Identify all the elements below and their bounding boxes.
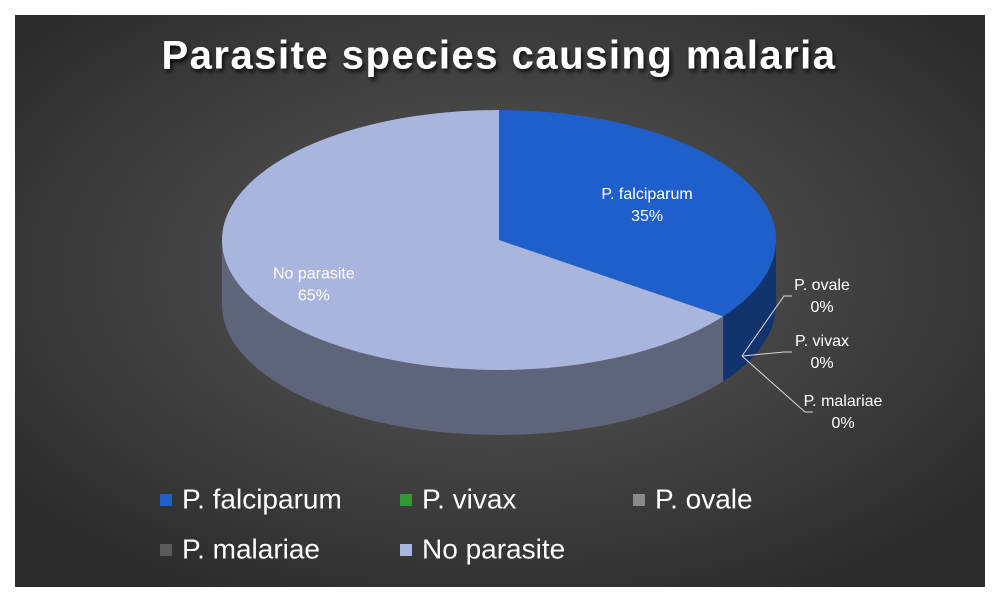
data-label: 35% xyxy=(631,208,663,225)
data-labels: P. falciparum 35% P. vivax 0% P. ovale 0% P. m… xyxy=(273,186,883,432)
data-label-name: P. vivax xyxy=(795,333,849,350)
legend-swatch xyxy=(400,494,412,506)
data-label: 65% xyxy=(298,287,330,304)
data-label-name: P. ovale xyxy=(794,277,850,294)
data-label-name: P. falciparum xyxy=(601,186,692,203)
legend-label: P. ovale xyxy=(655,483,753,514)
leader-line xyxy=(741,295,792,357)
legend-label: P. malariae xyxy=(182,533,320,564)
chart-title: Parasite species causing malaria xyxy=(161,34,836,78)
pie-slice xyxy=(499,110,777,317)
data-label: 0% xyxy=(810,299,833,316)
legend-swatch xyxy=(160,544,172,556)
legend-swatch xyxy=(400,544,412,556)
pie-tops xyxy=(221,109,777,371)
pie-sides xyxy=(222,240,776,435)
legend-swatch xyxy=(633,494,645,506)
data-label: 0% xyxy=(831,415,854,432)
data-label-name: No parasite xyxy=(273,265,355,282)
data-label: 0% xyxy=(810,355,833,372)
data-label-name: P. malariae xyxy=(804,393,883,410)
legend-swatch xyxy=(160,494,172,506)
legend-label: No parasite xyxy=(422,533,565,564)
pie-side xyxy=(222,240,724,435)
legend-label: P. vivax xyxy=(422,483,516,514)
legend: P. falciparum P. vivax P. ovale P. malariae… xyxy=(160,483,753,564)
legend-label: P. falciparum xyxy=(182,483,342,514)
leader-line xyxy=(741,355,813,413)
leader-line xyxy=(741,351,792,357)
pie-slice xyxy=(221,109,724,371)
pie-side xyxy=(723,240,776,382)
